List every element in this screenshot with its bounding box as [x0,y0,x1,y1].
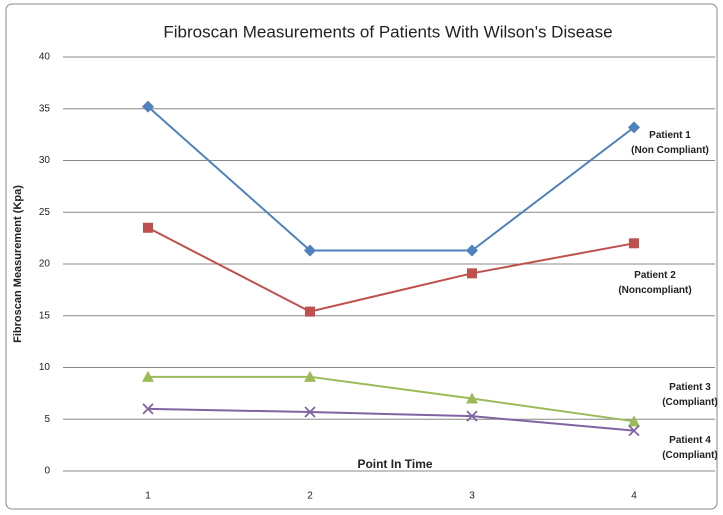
y-tick-label: 20 [39,259,51,270]
marker [628,121,640,134]
marker [143,222,153,233]
series-line [147,407,635,432]
marker [305,306,315,317]
series-annotation: Patient 1 (Non Compliant) [631,130,709,156]
series-line [147,226,635,313]
marker [466,410,478,422]
y-tick-label: 30 [39,155,51,166]
series-annotation: Patient 4 (Compliant) [662,435,718,461]
marker [466,392,478,404]
marker [142,403,154,415]
y-tick-label: 10 [39,362,51,373]
x-axis-label: Point In Time [357,457,432,471]
x-tick-label: 2 [307,491,313,502]
marker [142,100,154,113]
marker [142,370,154,382]
chart-title: Fibroscan Measurements of Patients With … [163,22,612,41]
x-tick-label: 3 [469,491,475,502]
y-tick-label: 35 [39,103,51,114]
marker [304,244,316,257]
series-annotation: Patient 3 (Compliant) [662,382,718,408]
marker [628,415,640,427]
series-annotation: Patient 2 (Noncompliant) [618,270,692,296]
marker [629,238,639,249]
y-tick-label: 5 [44,414,50,425]
y-tick-label: 15 [39,310,51,321]
x-tick-label: 4 [631,491,637,502]
marker [467,268,477,279]
y-tick-label: 0 [44,466,50,477]
y-tick-label: 40 [39,52,51,63]
series-line [148,375,635,423]
marker [304,370,316,382]
marker [466,244,478,257]
y-axis-label: Fibroscan Measurement (Kpa) [12,185,24,343]
y-tick-label: 25 [39,207,51,218]
series-line [147,105,635,252]
x-tick-label: 1 [145,491,151,502]
chart-frame [5,3,718,510]
marker [628,424,640,437]
marker [304,406,316,418]
